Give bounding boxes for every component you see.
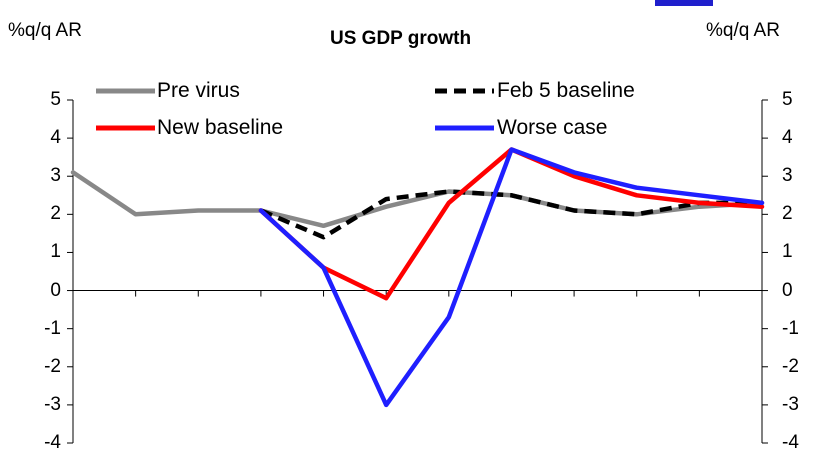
right-tick-label: -4 xyxy=(782,432,799,453)
left-tick-label: 2 xyxy=(50,203,61,225)
left-tick-label: -1 xyxy=(44,317,61,339)
left-tick-label: 3 xyxy=(50,165,61,187)
series-lines xyxy=(70,147,765,408)
right-tick-label: 2 xyxy=(782,203,793,225)
right-axis-unit-label: %q/q AR xyxy=(706,20,780,41)
left-tick-label: -3 xyxy=(44,393,61,415)
series-line-worse-case xyxy=(258,147,765,408)
corner-logo-bar xyxy=(655,0,713,6)
left-axis-unit-label: %q/q AR xyxy=(8,20,82,41)
legend-label-pre-virus: Pre virus xyxy=(157,79,240,102)
left-tick-label: 0 xyxy=(50,279,61,301)
right-tick-label: 4 xyxy=(782,127,793,149)
right-tick-label: -1 xyxy=(782,317,799,339)
chart-title: US GDP growth xyxy=(330,28,472,49)
series-line-feb-5-baseline xyxy=(260,189,762,240)
legend-label-feb5-baseline: Feb 5 baseline xyxy=(497,79,635,102)
left-tick-label: -2 xyxy=(44,355,61,377)
left-tick-label: -4 xyxy=(44,432,61,453)
left-tick-label: 5 xyxy=(50,89,61,110)
left-tick-label: 4 xyxy=(50,127,61,149)
legend-swatches xyxy=(96,88,494,131)
legend-label-new-baseline: New baseline xyxy=(157,116,284,139)
right-tick-label: 3 xyxy=(782,165,793,187)
right-tick-label: 5 xyxy=(782,89,793,110)
right-tick-label: 1 xyxy=(782,241,793,263)
right-tick-label: -2 xyxy=(782,355,799,377)
legend-label-worse-case: Worse case xyxy=(497,116,608,139)
axis-ticks xyxy=(67,99,768,444)
right-tick-label: 0 xyxy=(782,279,793,301)
right-tick-label: -3 xyxy=(782,393,799,415)
left-tick-label: 1 xyxy=(50,241,61,263)
